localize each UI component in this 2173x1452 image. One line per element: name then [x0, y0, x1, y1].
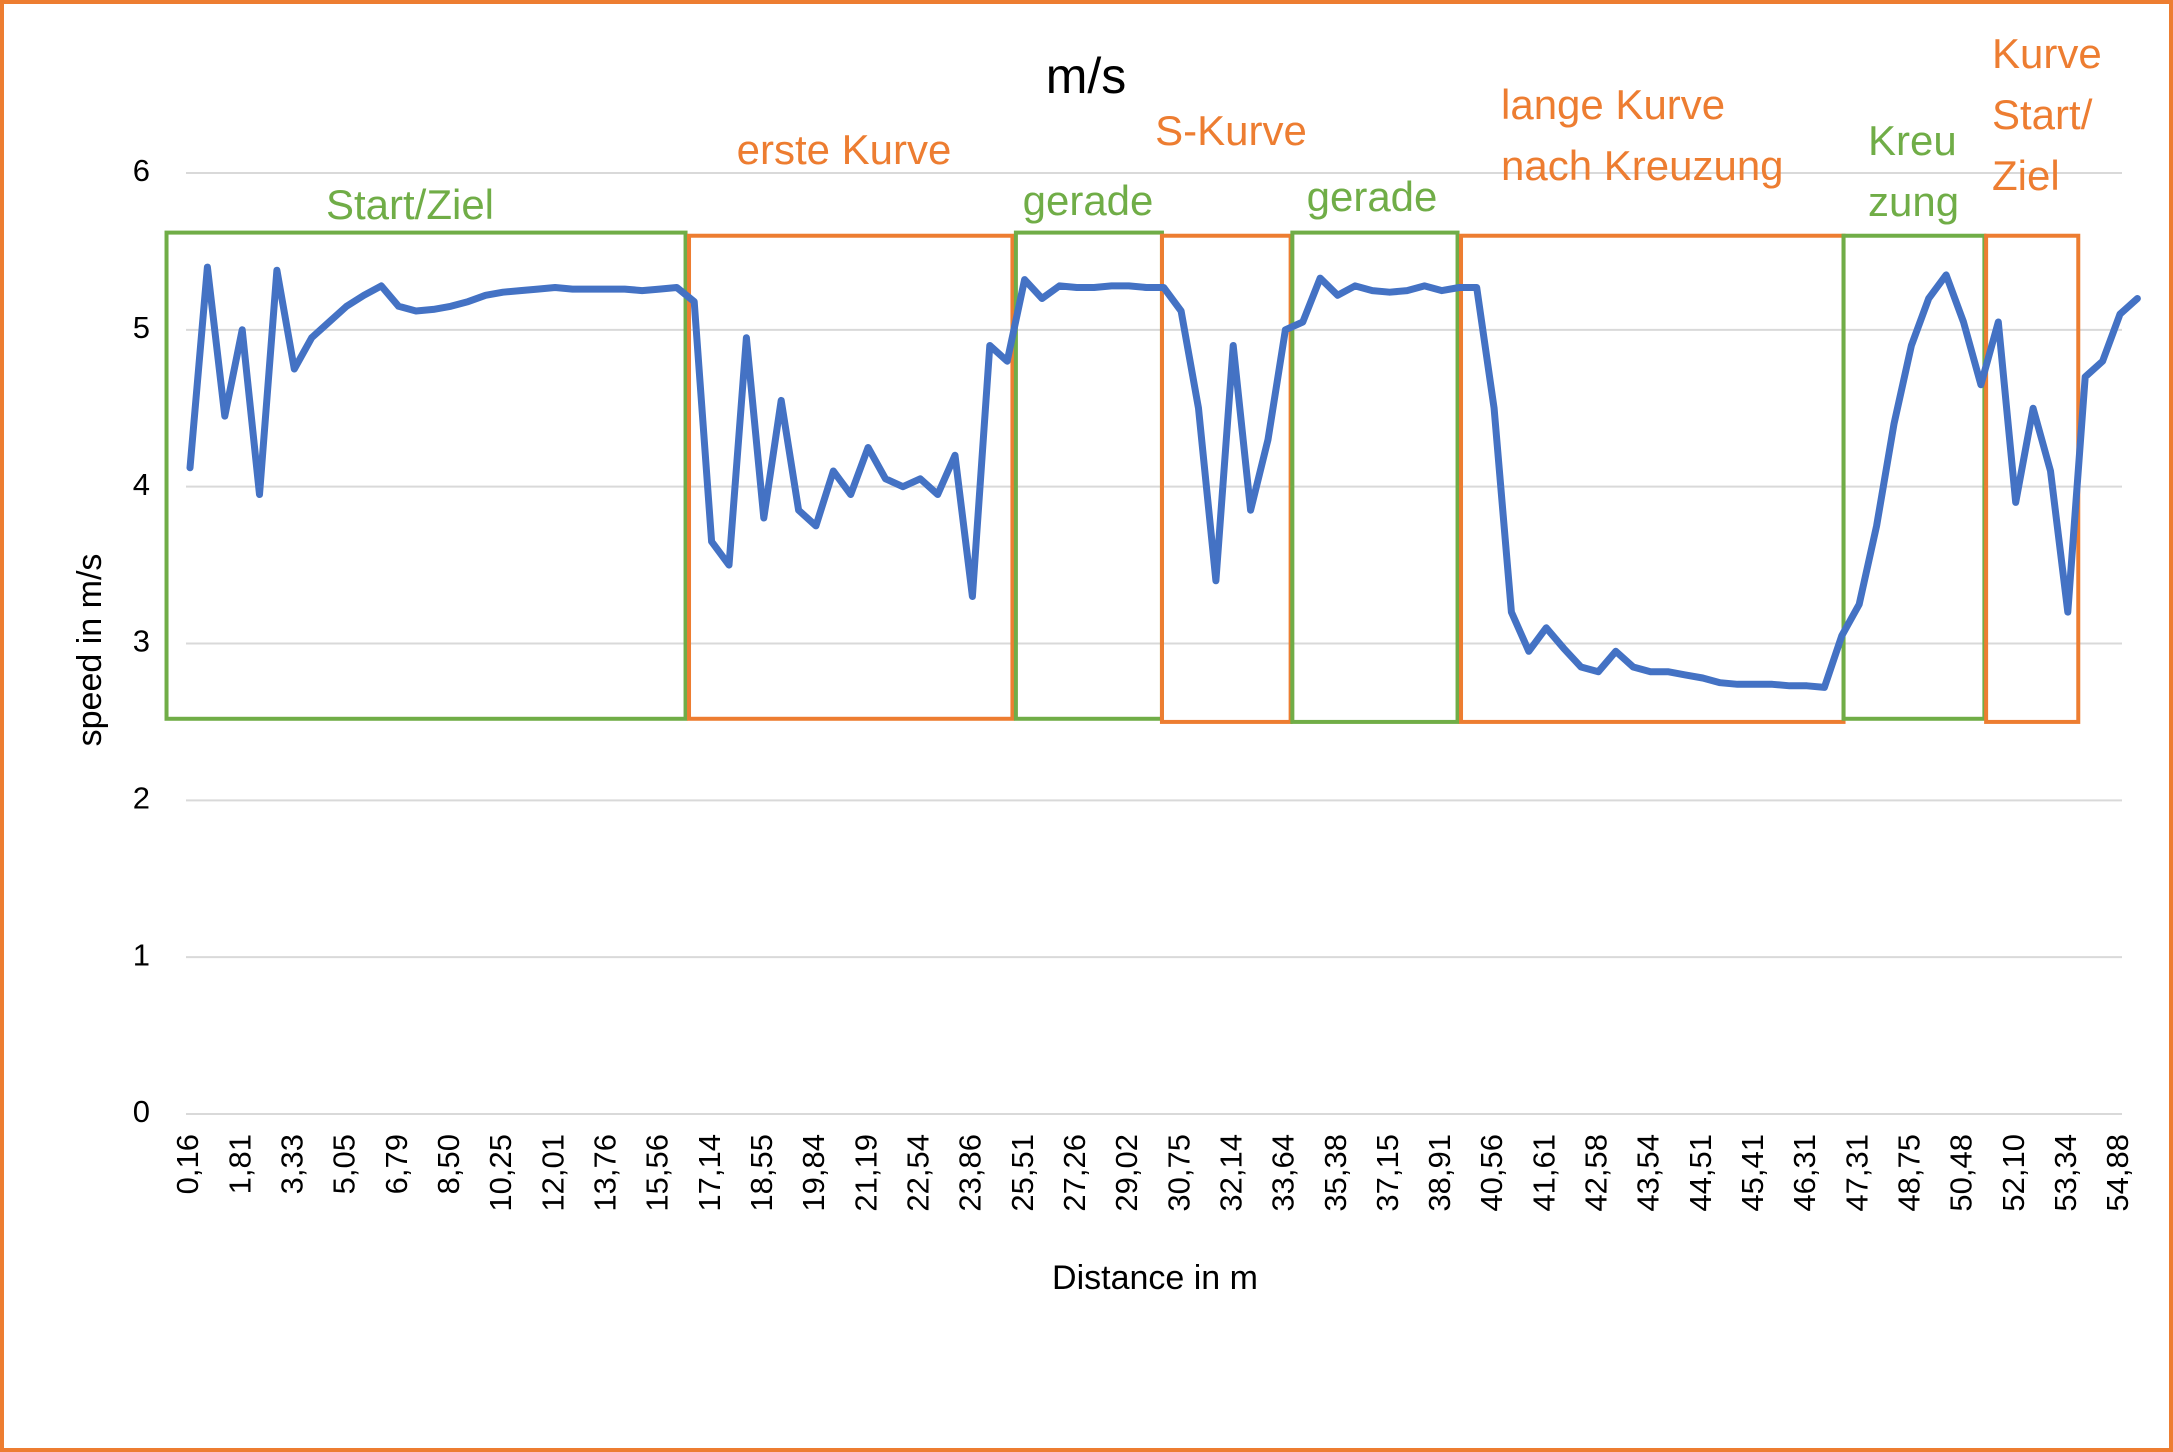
x-tick-label: 52,10	[1996, 1134, 2031, 1212]
x-tick-label: 53,34	[2048, 1134, 2083, 1212]
region-label: nach Kreuzung	[1501, 142, 1784, 189]
x-tick-label: 29,02	[1109, 1134, 1144, 1212]
x-tick-label: 43,54	[1631, 1134, 1666, 1212]
y-axis-title: speed in m/s	[71, 554, 109, 747]
x-tick-label: 3,33	[275, 1134, 310, 1194]
x-tick-label: 48,75	[1892, 1134, 1927, 1212]
y-tick-label: 4	[133, 467, 150, 502]
region-label: Kurve	[1992, 30, 2102, 77]
x-tick-label: 18,55	[744, 1134, 779, 1212]
region-label: Ziel	[1992, 152, 2060, 199]
x-tick-label: 1,81	[222, 1134, 257, 1194]
x-tick-label: 0,16	[170, 1134, 205, 1194]
y-tick-label: 3	[133, 624, 150, 659]
x-tick-label: 27,26	[1057, 1134, 1092, 1212]
region-label: Kreu	[1868, 117, 1957, 164]
x-tick-label: 41,61	[1526, 1134, 1561, 1212]
x-tick-label: 46,31	[1787, 1134, 1822, 1212]
region-box	[687, 233, 1015, 721]
x-tick-label: 54,88	[2100, 1134, 2135, 1212]
x-tick-label: 23,86	[953, 1134, 988, 1212]
x-tick-label: 8,50	[431, 1134, 466, 1194]
x-tick-label: 17,14	[692, 1134, 727, 1212]
y-tick-label: 5	[133, 310, 150, 345]
x-tick-label: 5,05	[327, 1134, 362, 1194]
region-box	[164, 230, 688, 721]
chart-title: m/s	[1046, 48, 1127, 104]
region-label: lange Kurve	[1501, 81, 1725, 128]
region-label: erste Kurve	[737, 126, 952, 173]
region-label: zung	[1868, 178, 1959, 225]
region-label: gerade	[1023, 177, 1154, 224]
x-tick-label: 47,31	[1839, 1134, 1874, 1212]
y-tick-label: 6	[133, 153, 150, 188]
x-tick-label: 45,41	[1735, 1134, 1770, 1212]
x-tick-label: 32,14	[1213, 1134, 1248, 1212]
speed-line	[186, 263, 2141, 691]
x-tick-label: 30,75	[1161, 1134, 1196, 1212]
region-label: Start/Ziel	[326, 181, 494, 228]
x-tick-label: 19,84	[796, 1134, 831, 1212]
x-tick-label: 42,58	[1579, 1134, 1614, 1212]
y-tick-label: 1	[133, 937, 150, 972]
x-tick-label: 44,51	[1683, 1134, 1718, 1212]
x-tick-label: 33,64	[1266, 1134, 1301, 1212]
x-tick-label: 37,15	[1370, 1134, 1405, 1212]
y-tick-label: 0	[133, 1094, 150, 1129]
region-label: gerade	[1307, 173, 1438, 220]
region-label: S-Kurve	[1155, 107, 1307, 154]
x-tick-label: 22,54	[900, 1134, 935, 1212]
x-tick-label: 35,38	[1318, 1134, 1353, 1212]
x-tick-label: 13,76	[587, 1134, 622, 1212]
x-tick-label: 25,51	[1005, 1134, 1040, 1212]
region-label: Start/	[1992, 91, 2093, 138]
x-tick-label: 38,91	[1422, 1134, 1457, 1212]
x-tick-label: 6,79	[379, 1134, 414, 1194]
x-tick-label: 50,48	[1944, 1134, 1979, 1212]
x-tick-label: 40,56	[1474, 1134, 1509, 1212]
region-box	[1290, 230, 1460, 724]
x-tick-label: 15,56	[640, 1134, 675, 1212]
x-axis-title: Distance in m	[1052, 1259, 1258, 1297]
x-tick-label: 21,19	[848, 1134, 883, 1212]
x-tick-label: 10,25	[483, 1134, 518, 1212]
x-tick-label: 12,01	[535, 1134, 570, 1212]
y-tick-label: 2	[133, 781, 150, 816]
